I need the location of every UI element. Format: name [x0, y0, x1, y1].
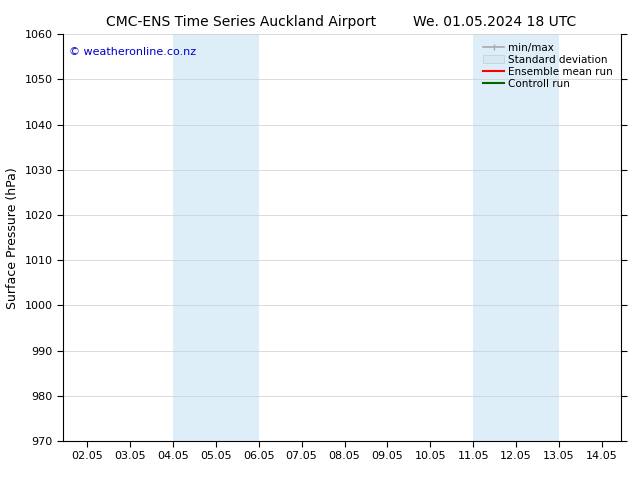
Y-axis label: Surface Pressure (hPa): Surface Pressure (hPa) — [6, 167, 19, 309]
Bar — [216, 34, 259, 441]
Text: We. 01.05.2024 18 UTC: We. 01.05.2024 18 UTC — [413, 15, 576, 29]
Text: © weatheronline.co.nz: © weatheronline.co.nz — [69, 47, 196, 56]
Bar — [473, 34, 516, 441]
Legend: min/max, Standard deviation, Ensemble mean run, Controll run: min/max, Standard deviation, Ensemble me… — [480, 40, 616, 92]
Bar — [516, 34, 559, 441]
Bar — [173, 34, 216, 441]
Text: CMC-ENS Time Series Auckland Airport: CMC-ENS Time Series Auckland Airport — [106, 15, 376, 29]
